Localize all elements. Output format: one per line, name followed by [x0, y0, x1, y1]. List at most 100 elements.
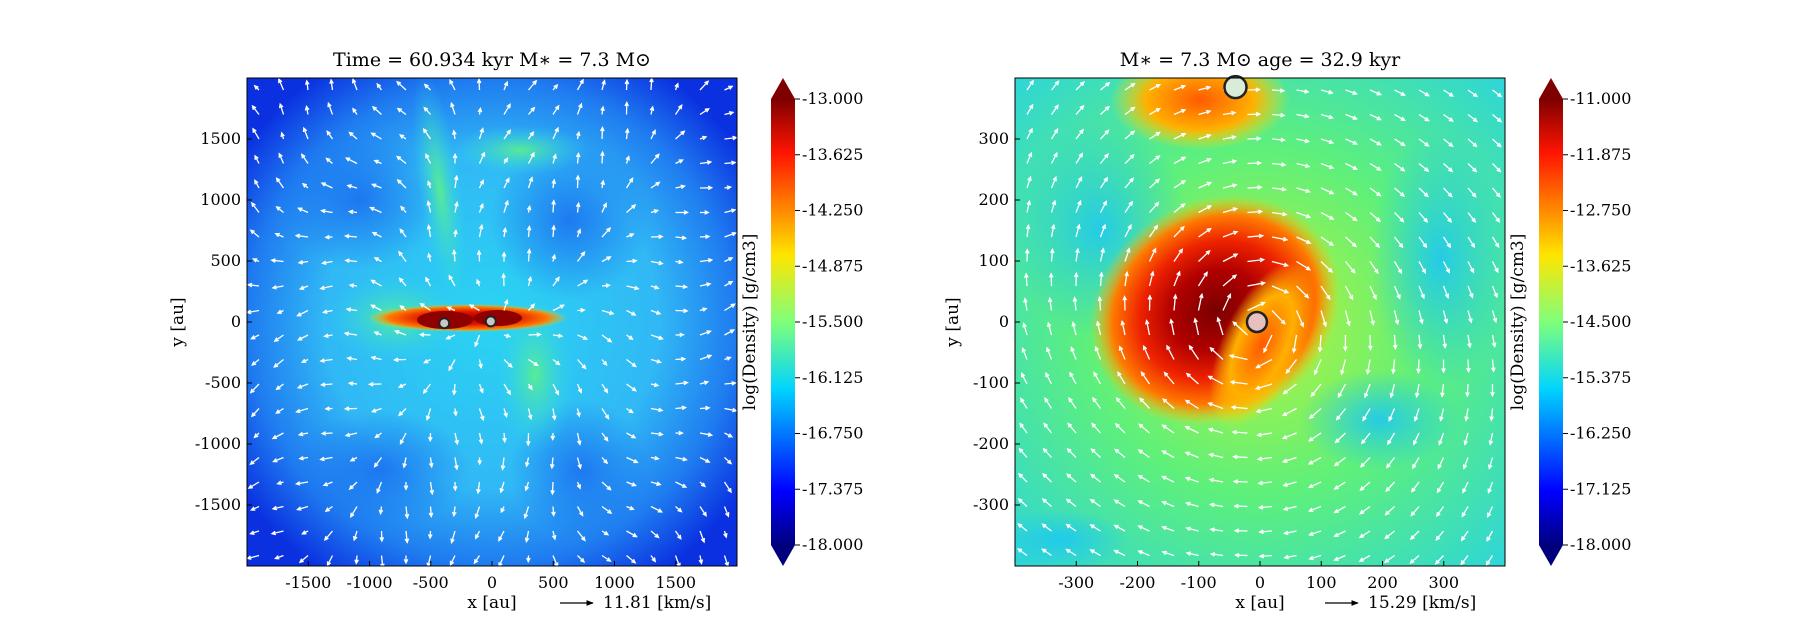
- right-velocity-arrow: [1026, 79, 1034, 91]
- right-velocity-arrow: [1333, 530, 1346, 537]
- left-velocity-arrow: [324, 234, 333, 240]
- left-velocity-vectors: [247, 78, 737, 566]
- right-velocity-arrow: [1359, 457, 1371, 468]
- right-velocity-arrow: [1413, 432, 1420, 446]
- left-velocity-arrow: [626, 456, 639, 464]
- right-velocity-arrow: [1247, 301, 1266, 312]
- right-velocity-arrow: [1359, 481, 1371, 492]
- left-velocity-arrow: [601, 457, 609, 465]
- left-velocity-arrow: [624, 78, 630, 91]
- right-velocity-arrow: [1255, 407, 1273, 414]
- right-velocity-arrow: [1435, 530, 1445, 541]
- left-velocity-arrow: [675, 405, 688, 411]
- right-velocity-arrow: [1418, 138, 1430, 147]
- right-velocity-arrow: [1093, 371, 1102, 385]
- left-velocity-arrow: [699, 135, 708, 141]
- right-velocity-arrow: [1436, 481, 1445, 494]
- left-velocity-arrow: [528, 303, 536, 311]
- left-velocity-arrow: [425, 408, 432, 422]
- right-velocity-arrow: [1281, 407, 1297, 417]
- left-velocity-arrow: [320, 182, 333, 189]
- right-velocity-arrow: [1046, 321, 1053, 336]
- left-velocity-arrow: [527, 383, 533, 391]
- right-velocity-arrow: [1409, 555, 1420, 564]
- right-velocity-arrow: [1113, 524, 1126, 532]
- left-velocity-arrow: [394, 329, 407, 336]
- right-velocity-arrow: [1124, 130, 1136, 140]
- left-velocity-arrow: [253, 84, 260, 91]
- right-velocity-arrow: [1369, 113, 1382, 121]
- left-velocity-arrow: [650, 129, 656, 140]
- left-velocity-arrow: [275, 177, 285, 189]
- right-velocity-arrow: [1460, 530, 1469, 542]
- left-velocity-arrow: [418, 332, 431, 338]
- right-velocity-arrow: [1320, 138, 1335, 145]
- right-velocity-arrow: [1385, 481, 1395, 493]
- left-velocity-arrow: [426, 200, 432, 213]
- right-velocity-arrow: [1466, 359, 1471, 374]
- left-velocity-arrow: [427, 252, 432, 262]
- right-velocity-arrow: [1230, 405, 1248, 410]
- right-x-tick-label: -300: [1058, 573, 1094, 592]
- left-velocity-arrow: [624, 100, 629, 115]
- right-velocity-arrow: [1099, 247, 1105, 262]
- left-colorbar-tick-label: -13.625: [802, 145, 863, 164]
- left-velocity-arrow: [275, 205, 284, 214]
- right-velocity-arrow: [1193, 317, 1200, 336]
- left-velocity-arrow: [392, 357, 407, 363]
- left-velocity-arrow: [276, 480, 284, 485]
- left-velocity-arrow: [699, 405, 711, 411]
- left-velocity-arrow: [453, 408, 458, 417]
- right-velocity-arrow: [1247, 136, 1262, 141]
- right-velocity-arrow: [1313, 359, 1322, 376]
- left-velocity-arrow: [478, 127, 485, 140]
- left-velocity-arrow: [526, 204, 532, 213]
- right-velocity-arrow: [1418, 113, 1430, 122]
- left-x-tick-label: 1000: [594, 573, 635, 592]
- right-velocity-arrow: [1137, 474, 1150, 483]
- left-velocity-arrow: [576, 481, 581, 490]
- right-velocity-arrow: [1042, 472, 1052, 483]
- left-velocity-arrow: [396, 107, 407, 116]
- right-velocity-arrow: [1222, 135, 1237, 140]
- left-velocity-arrow: [321, 260, 333, 266]
- left-velocity-arrow: [527, 408, 533, 421]
- left-velocity-arrow: [403, 482, 409, 491]
- right-velocity-arrow: [1050, 80, 1060, 91]
- left-x-tick-label: -1000: [346, 573, 392, 592]
- right-velocity-arrow: [1222, 110, 1237, 116]
- left-velocity-arrow: [398, 277, 407, 287]
- right-velocity-arrow: [1296, 236, 1312, 244]
- left-y-axis-label: y [au]: [168, 297, 188, 347]
- right-velocity-arrow: [1048, 272, 1054, 287]
- left-velocity-arrow: [675, 210, 689, 215]
- right-density-map: [1015, 78, 1505, 566]
- right-velocity-arrow: [1492, 114, 1503, 123]
- left-velocity-arrow: [271, 505, 284, 511]
- right-velocity-arrow: [1320, 211, 1335, 220]
- right-velocity-arrow: [1418, 310, 1424, 325]
- right-colorbar-ticks: -11.000 -11.875 -12.750 -13.625 -14.500 -15.3…: [1563, 89, 1631, 554]
- right-velocity-arrow: [1443, 113, 1454, 122]
- left-velocity-arrow: [499, 481, 505, 494]
- left-velocity-arrow: [249, 229, 260, 238]
- left-velocity-arrow: [528, 79, 538, 91]
- left-velocity-arrow: [650, 530, 660, 539]
- left-sink-particle: [484, 315, 497, 328]
- left-velocity-arrow: [601, 334, 613, 343]
- left-velocity-arrow: [478, 202, 484, 213]
- left-velocity-arrow: [322, 481, 333, 487]
- right-velocity-arrow: [1234, 552, 1248, 558]
- right-velocity-arrow: [1296, 113, 1310, 119]
- left-velocity-arrow: [297, 431, 309, 437]
- left-velocity-arrow: [498, 530, 505, 542]
- left-velocity-arrow: [503, 298, 509, 311]
- right-velocity-arrow: [1173, 132, 1187, 140]
- right-velocity-arrow: [1188, 344, 1200, 360]
- right-velocity-vectors: [1017, 79, 1503, 566]
- right-velocity-arrow: [1198, 109, 1212, 116]
- left-velocity-arrow: [650, 382, 660, 388]
- left-velocity-arrow: [296, 334, 309, 341]
- right-velocity-arrow: [1149, 131, 1161, 140]
- right-velocity-arrow: [1091, 396, 1102, 409]
